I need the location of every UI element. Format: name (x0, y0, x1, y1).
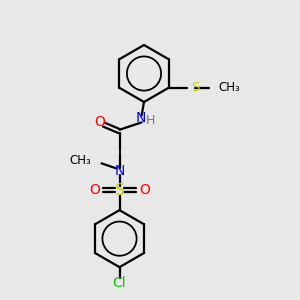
Text: CH₃: CH₃ (218, 81, 240, 94)
Text: Cl: Cl (113, 276, 126, 290)
Text: CH₃: CH₃ (70, 154, 91, 167)
Text: N: N (114, 164, 125, 178)
Text: N: N (136, 112, 146, 125)
Text: S: S (115, 182, 124, 197)
Text: O: O (139, 183, 150, 197)
Text: O: O (89, 183, 100, 197)
Text: S: S (191, 81, 200, 94)
Text: H: H (146, 114, 155, 127)
Text: O: O (94, 115, 105, 129)
